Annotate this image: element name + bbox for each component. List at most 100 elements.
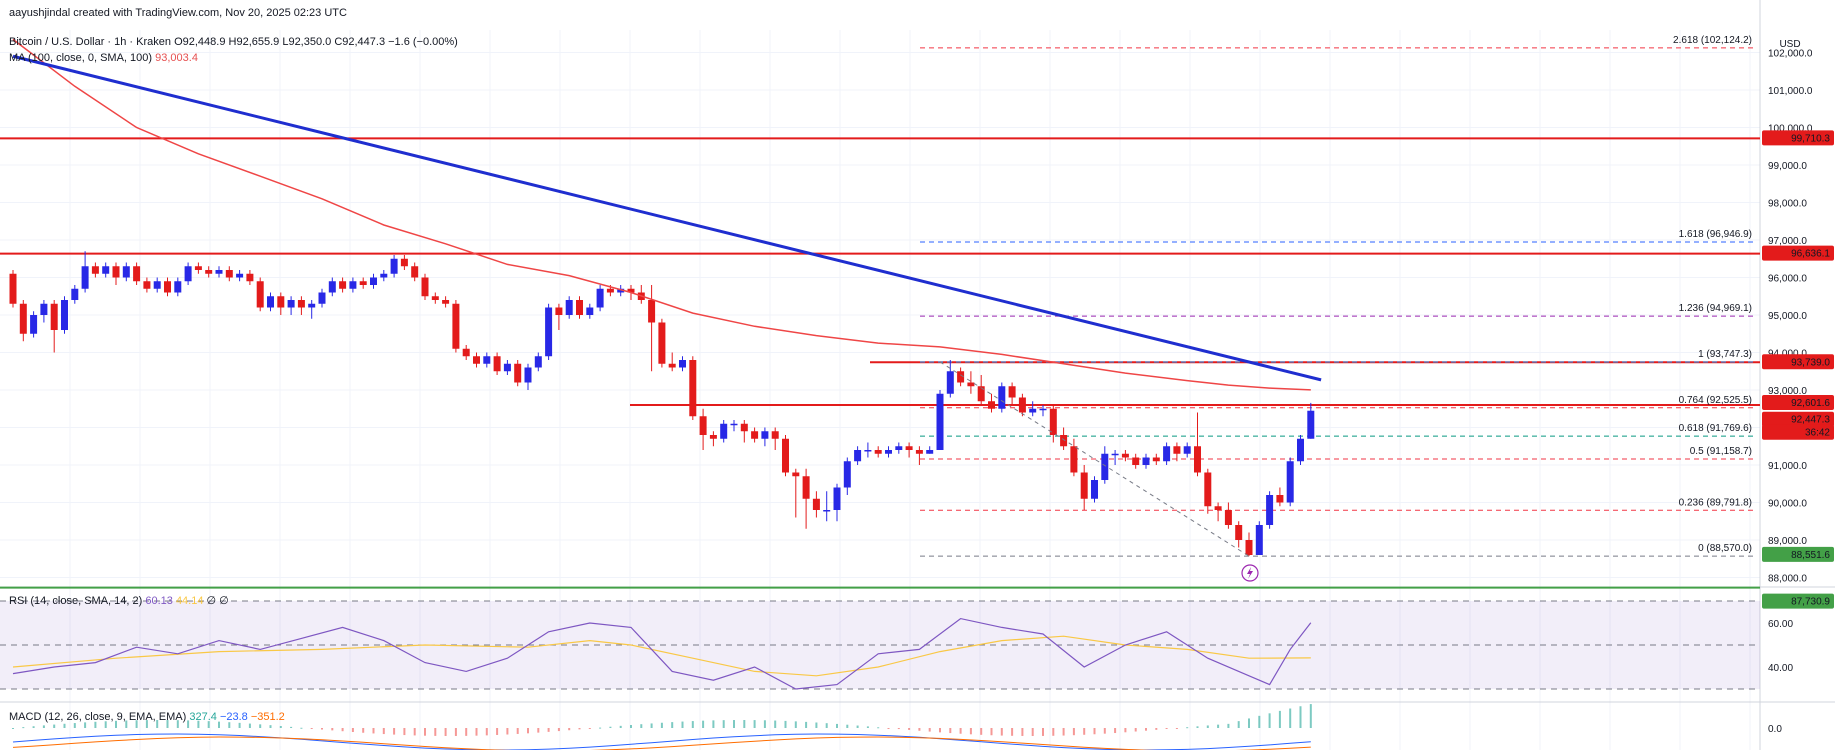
fib-levels: 2.618 (102,124.2) 1.618 (96,946.9) 1.236 (… [920,35,1755,557]
candle-body [1163,446,1171,462]
candle [1152,453,1160,465]
macd-hist-bar [980,728,983,735]
candle [503,360,511,375]
macd-legend[interactable]: MACD (12, 26, close, 9, EMA, EMA) 327.4 … [9,711,285,723]
candle [668,352,676,372]
macd-hist-bar [866,726,869,728]
macd-hist-bar [1031,728,1034,736]
price-badge-bg [1762,424,1834,440]
macd-hist-bar [104,721,107,728]
candle [740,420,748,443]
rsi-legend[interactable]: RSI (14, close, SMA, 14, 2) 60.13 44.14 … [9,594,229,607]
candle-body [957,371,965,383]
candle [493,352,501,375]
candle [19,300,27,342]
price-tick-label: 89,000.0 [1768,536,1807,547]
macd-hist-bar [774,720,777,728]
candle [380,270,388,282]
candle [576,296,583,319]
macd-hist-bar [815,722,818,728]
price-tick-label: 97,000.0 [1768,236,1807,247]
macd-hist-bar [156,720,159,728]
candle [988,393,995,413]
candle-body [1307,410,1315,439]
candle [112,262,120,285]
macd-hist-bar [712,720,715,728]
fib-label: 1.618 (96,946.9) [1679,229,1752,240]
ma-legend[interactable]: MA (100, close, 0, SMA, 100) 93,003.4 [9,52,198,64]
candle-body [545,307,553,357]
price-badge-bg [1762,546,1834,562]
candle [267,292,274,312]
price-badge-text: 99,710.3 [1791,133,1830,144]
candle-body [102,266,110,274]
candle [1163,442,1171,465]
candle-body [421,277,429,297]
candle-body [792,472,800,477]
candle [586,303,594,319]
macd-hist-bar [506,728,509,735]
macd-hist-bar [496,728,499,735]
candle-body [606,288,614,293]
price-badge-text: 96,636.1 [1791,249,1830,260]
candle [782,435,789,477]
candle-body [30,315,38,334]
candle-body [297,300,305,308]
fib-anchor-line [939,361,1250,557]
candle [1018,393,1026,417]
price-badge: 93,739.0 [1762,354,1834,370]
macd-line [12,733,1311,750]
macd-hist-bar [897,728,900,730]
price-badge: 92,447.3 [1762,411,1834,427]
macd-hist-bar [908,728,911,730]
candle-body [370,277,377,285]
candle-body [576,300,583,315]
macd-hist-bar [321,728,323,730]
macd-hist-bar [485,728,488,736]
price-tick-label: 100,000.0 [1768,124,1813,135]
candle [122,262,130,282]
candle-body [802,476,810,499]
macd-hist-bar [568,728,571,731]
macd-hist-bar [619,725,622,728]
macd-hist-bar [1000,728,1003,736]
candle [1255,521,1263,555]
macd-hist-bar [630,725,632,728]
candle-body [730,423,738,426]
candle-body [236,273,244,278]
candle [1286,457,1294,507]
candle-body [514,363,522,383]
symbol-line: Bitcoin / U.S. Dollar · 1h · Kraken [9,36,172,48]
macd-hist-bar [259,724,262,728]
macd-hist-bar [877,727,880,729]
ohlc-values: O92,448.9 H92,655.9 L92,350.0 C92,447.3 … [174,36,458,48]
candle-body [164,281,171,293]
macd-hist-bar [609,726,612,728]
candle-body [998,386,1006,409]
candle [1070,438,1078,477]
candle-body [1080,472,1088,499]
macd-hist-bar [300,727,303,729]
macd-hist-bar [63,723,66,728]
candle [823,491,831,522]
candle-body [205,270,213,274]
candle-body [1018,397,1026,413]
ma-label: MA (100, close, 0, SMA, 100) [9,52,153,64]
candle-body [1245,540,1253,555]
candle-body [256,281,264,308]
candle [967,371,975,394]
candle [277,292,285,315]
macd-hist-bar [444,728,447,736]
fib-label: 0.5 (91,158.7) [1690,446,1752,457]
candle-body [555,307,563,315]
macd-hist-bar [588,728,591,729]
macd-hist-bar [218,721,220,728]
candle [1307,402,1315,439]
candle [194,262,202,274]
macd-hist-bar [836,723,838,728]
symbol-legend[interactable]: Bitcoin / U.S. Dollar · 1h · Kraken O92,… [9,36,458,48]
candle-body [122,266,130,278]
candle-body [720,423,728,439]
candle [40,300,48,323]
